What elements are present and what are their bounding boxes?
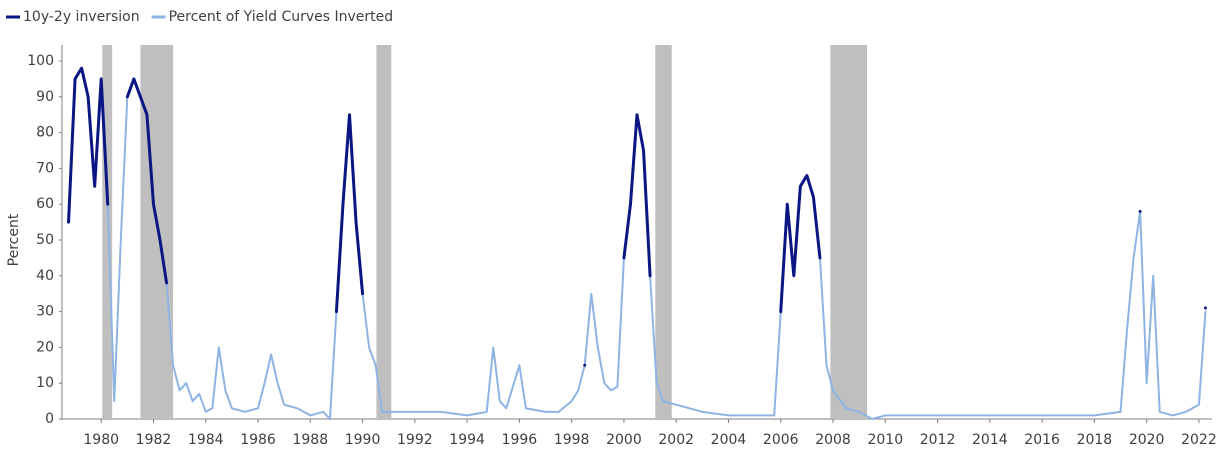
x-tick-label: 2008 — [815, 432, 851, 448]
y-tick-label: 0 — [45, 411, 54, 427]
y-axis-label: Percent — [6, 213, 22, 266]
x-tick-label: 1986 — [240, 432, 276, 448]
y-tick-label: 10 — [36, 375, 54, 391]
series-line — [67, 66, 1207, 367]
y-tick-label: 90 — [36, 89, 54, 105]
x-tick-label: 2006 — [763, 432, 799, 448]
x-tick-label: 2018 — [1077, 432, 1113, 448]
x-tick-label: 1982 — [136, 432, 172, 448]
series-line — [67, 67, 1207, 420]
shaded-period — [102, 45, 113, 419]
x-tick-label: 2010 — [867, 432, 903, 448]
x-tick-label: 1996 — [502, 432, 538, 448]
y-tick-label: 20 — [36, 339, 54, 355]
shaded-period — [140, 45, 174, 419]
x-tick-label: 1994 — [449, 432, 485, 448]
y-tick-label: 70 — [36, 160, 54, 176]
y-tick-label: 100 — [27, 53, 54, 69]
y-tick-label: 60 — [36, 196, 54, 212]
y-tick-label: 40 — [36, 268, 54, 284]
x-tick-label: 2014 — [972, 432, 1008, 448]
x-tick-label: 1980 — [83, 432, 119, 448]
y-tick-label: 80 — [36, 125, 54, 141]
y-tick-label: 50 — [36, 232, 54, 248]
shaded-period — [655, 45, 672, 419]
legend-label: Percent of Yield Curves Inverted — [169, 9, 394, 25]
x-tick-label: 1990 — [345, 432, 381, 448]
x-tick-label: 1984 — [188, 432, 224, 448]
x-tick-label: 1998 — [554, 432, 590, 448]
x-tick-label: 2022 — [1181, 432, 1217, 448]
x-tick-label: 1988 — [292, 432, 328, 448]
x-tick-label: 1992 — [397, 432, 433, 448]
shaded-period — [830, 45, 867, 419]
x-tick-label: 2020 — [1129, 432, 1165, 448]
x-tick-label: 2004 — [711, 432, 747, 448]
shaded-period — [376, 45, 392, 419]
y-tick-label: 30 — [36, 304, 54, 320]
legend-label: 10y-2y inversion — [23, 9, 140, 25]
x-tick-label: 2016 — [1024, 432, 1060, 448]
x-tick-label: 2002 — [658, 432, 694, 448]
x-tick-label: 2000 — [606, 432, 642, 448]
x-tick-label: 2012 — [920, 432, 956, 448]
